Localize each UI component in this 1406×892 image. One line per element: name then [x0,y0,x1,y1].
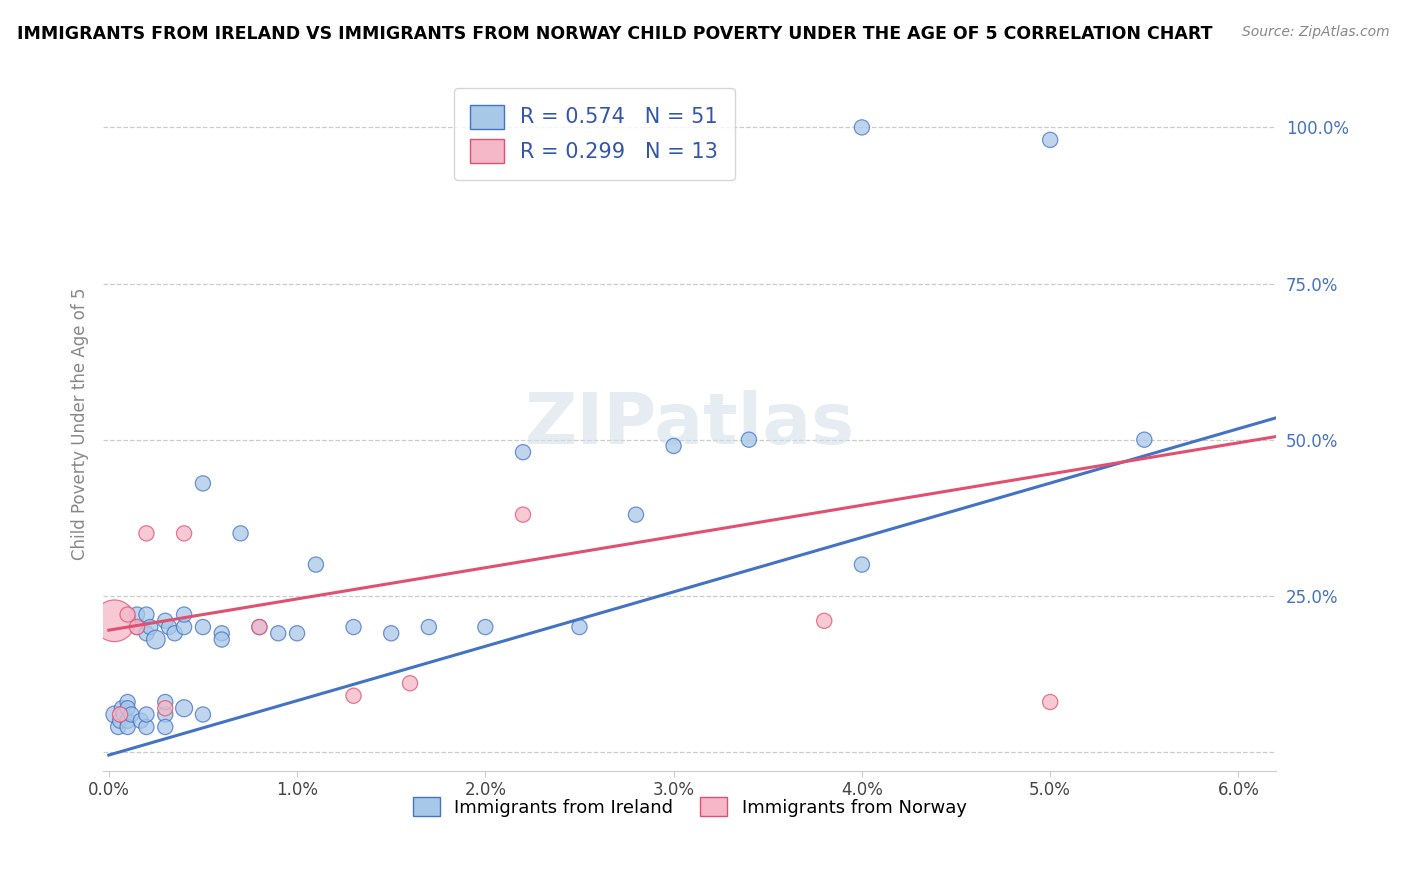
Point [211,626,233,640]
Point [512,508,534,522]
Point [173,526,195,541]
Point [1039,133,1062,147]
Point [108,714,131,728]
Point [285,626,308,640]
Point [135,720,157,734]
Point [305,558,328,572]
Point [125,620,148,634]
Point [145,632,167,647]
Point [229,526,252,541]
Point [211,632,233,647]
Point [112,707,135,722]
Point [512,445,534,459]
Point [191,476,214,491]
Point [125,607,148,622]
Point [107,720,129,734]
Point [155,695,177,709]
Point [813,614,835,628]
Point [103,614,125,628]
Text: IMMIGRANTS FROM IRELAND VS IMMIGRANTS FROM NORWAY CHILD POVERTY UNDER THE AGE OF: IMMIGRANTS FROM IRELAND VS IMMIGRANTS FR… [17,25,1212,43]
Point [117,714,139,728]
Legend: Immigrants from Ireland, Immigrants from Norway: Immigrants from Ireland, Immigrants from… [405,790,974,824]
Point [267,626,290,640]
Point [173,607,195,622]
Point [662,439,685,453]
Point [380,626,402,640]
Point [173,620,195,634]
Point [135,707,157,722]
Point [1039,695,1062,709]
Point [117,695,139,709]
Point [247,620,270,634]
Point [474,620,496,634]
Point [624,508,647,522]
Text: ZIPatlas: ZIPatlas [524,390,855,458]
Point [1133,433,1156,447]
Point [103,707,125,722]
Point [117,701,139,715]
Point [157,620,180,634]
Y-axis label: Child Poverty Under the Age of 5: Child Poverty Under the Age of 5 [72,288,89,560]
Point [129,714,152,728]
Point [173,701,195,715]
Point [342,620,364,634]
Point [155,720,177,734]
Point [418,620,440,634]
Point [135,626,157,640]
Point [155,614,177,628]
Point [191,707,214,722]
Point [108,707,131,722]
Point [399,676,422,690]
Point [851,558,873,572]
Point [125,620,148,634]
Point [117,607,139,622]
Point [135,607,157,622]
Point [247,620,270,634]
Point [135,526,157,541]
Point [738,433,761,447]
Point [139,620,162,634]
Point [117,720,139,734]
Point [155,707,177,722]
Point [120,707,142,722]
Point [163,626,186,640]
Point [568,620,591,634]
Point [851,120,873,135]
Point [111,701,134,715]
Point [191,620,214,634]
Point [155,701,177,715]
Text: Source: ZipAtlas.com: Source: ZipAtlas.com [1241,25,1389,39]
Point [342,689,364,703]
